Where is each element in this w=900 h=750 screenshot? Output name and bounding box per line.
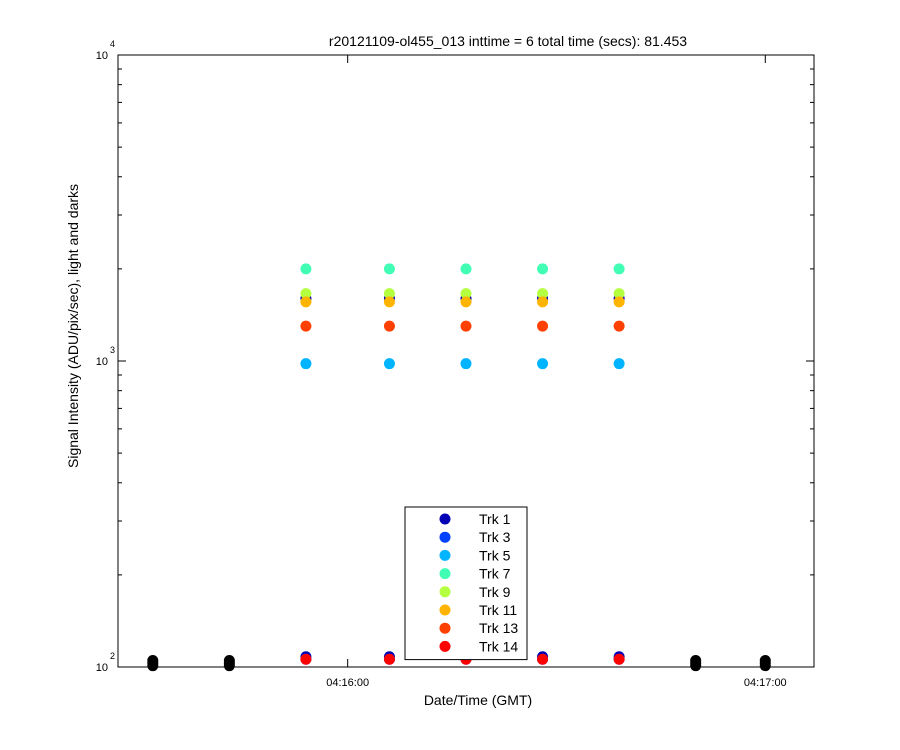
- point-trk-9: [300, 288, 312, 300]
- y-tick-exponent: 4: [110, 39, 115, 49]
- legend-label: Trk 1: [479, 511, 511, 527]
- point-trk-9: [383, 288, 395, 300]
- point-trk-14: [537, 653, 549, 665]
- y-tick-exponent: 2: [110, 651, 115, 661]
- axis-ticks: [118, 55, 814, 668]
- legend-marker: [439, 604, 451, 616]
- legend-label: Trk 9: [479, 584, 511, 600]
- point-trk-7: [300, 263, 312, 275]
- legend-marker: [439, 622, 451, 634]
- point-trk-13: [383, 320, 395, 332]
- legend-marker: [439, 568, 451, 580]
- legend-label: Trk 5: [479, 547, 511, 563]
- point-trk-5: [383, 358, 395, 370]
- point-trk-7: [383, 263, 395, 275]
- point-trk-11: [383, 296, 395, 308]
- point-trk-11: [537, 296, 549, 308]
- legend-box: [404, 506, 528, 661]
- legend-label: Trk 3: [479, 529, 511, 545]
- point-trk-13: [613, 320, 625, 332]
- point-trk-14: [300, 653, 312, 665]
- point-trk-5: [613, 358, 625, 370]
- x-tick-label: 04:16:00: [326, 677, 369, 689]
- x-tick-label: 04:17:00: [744, 677, 787, 689]
- legend-label: Trk 14: [479, 638, 518, 654]
- dark-point: [690, 655, 702, 667]
- legend-label: Trk 7: [479, 566, 511, 582]
- legend-marker: [439, 549, 451, 561]
- dark-point: [759, 655, 771, 667]
- point-trk-7: [613, 263, 625, 275]
- point-trk-11: [613, 296, 625, 308]
- point-trk-14: [613, 653, 625, 665]
- y-tick-exponent: 3: [110, 345, 115, 355]
- y-tick-label: 10: [96, 662, 108, 674]
- legend-marker: [439, 513, 451, 525]
- point-trk-5: [300, 358, 312, 370]
- y-tick-label: 10: [96, 356, 108, 368]
- point-trk-7: [460, 263, 472, 275]
- legend-marker: [439, 531, 451, 543]
- legend: Trk 1 Trk 3 Trk 5 Trk 7 Trk 9 Trk 11 Trk 13 Trk…: [404, 506, 528, 661]
- point-trk-13: [460, 320, 472, 332]
- legend-label: Trk 13: [479, 620, 518, 636]
- chart-title: r20121109-ol455_013 inttime = 6 total ti…: [329, 33, 687, 49]
- plot-frame: [117, 54, 815, 668]
- y-axis-label: Signal Intensity (ADU/pix/sec), light an…: [65, 184, 81, 468]
- legend-marker: [439, 640, 451, 652]
- point-trk-14: [383, 653, 395, 665]
- dark-point: [223, 655, 235, 667]
- point-trk-13: [537, 320, 549, 332]
- point-trk-5: [537, 358, 549, 370]
- point-trk-11: [300, 296, 312, 308]
- point-trk-11: [460, 296, 472, 308]
- x-tick-labels: 04:16:00 04:17:00: [326, 677, 786, 689]
- legend-marker: [439, 586, 451, 598]
- dark-point: [147, 655, 159, 667]
- legend-label: Trk 11: [479, 602, 517, 618]
- point-trk-9: [460, 288, 472, 300]
- point-trk-7: [537, 263, 549, 275]
- point-trk-13: [300, 320, 312, 332]
- point-trk-5: [460, 358, 472, 370]
- y-tick-label: 10: [96, 50, 108, 62]
- point-trk-9: [537, 288, 549, 300]
- x-axis-label: Date/Time (GMT): [424, 692, 532, 708]
- point-trk-9: [613, 288, 625, 300]
